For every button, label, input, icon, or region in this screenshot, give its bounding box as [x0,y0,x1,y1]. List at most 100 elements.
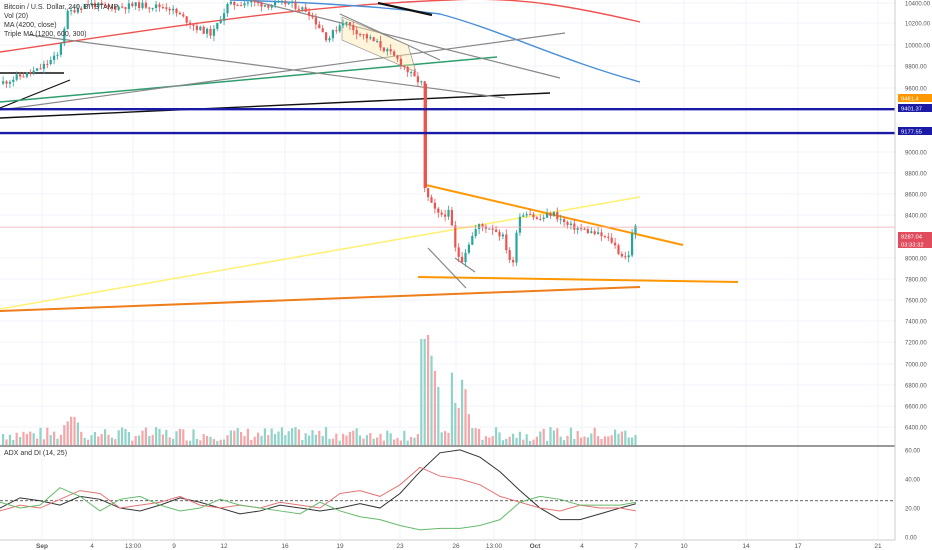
candle-body [620,253,623,257]
candle-body [406,67,409,73]
candle-body [515,232,518,263]
volume-bar [93,431,96,445]
candle-body [498,231,501,237]
volume-bar [70,416,73,445]
volume-bar [117,430,120,445]
candle-body [576,228,579,230]
candle-body [25,72,28,77]
volume-bar [311,430,314,445]
candle-body [127,3,130,9]
candle-body [240,5,243,7]
volume-bar [83,437,86,445]
candle-body [348,22,351,26]
candle-body [365,34,368,39]
candle-body [110,7,113,9]
candle-body [376,41,379,43]
candle-body [8,81,11,84]
candle-body [556,212,559,220]
price-tick-label: 8000.00 [905,257,927,263]
candle-body [267,5,270,8]
candle-body [424,83,427,188]
volume-bar [175,431,178,445]
candle-body [121,6,124,8]
volume-bar [189,440,192,445]
candle-body [362,34,365,36]
ma-indicator-label[interactable]: MA (4200, close) [4,22,57,29]
volume-bar [182,429,185,445]
candle-body [274,1,277,6]
candle-body [138,2,141,9]
volume-bar [355,428,358,445]
volume-bar [423,338,426,445]
candle-body [257,2,260,4]
candle-body [389,49,392,52]
candle-body [614,242,617,246]
candle-body [624,256,627,258]
candle-body [260,2,263,7]
volume-bar [410,437,413,445]
volume-bar [461,379,464,445]
volume-bar [610,435,613,445]
volume-bar [192,429,195,445]
volume-bar [243,435,246,445]
candle-body [535,217,538,219]
price-axis-label-text: 03:33:32 [901,242,924,248]
volume-bar [155,427,158,445]
candle-body [42,63,45,69]
time-tick-label: 17 [794,543,802,550]
candle-body [474,229,477,237]
volume-bar [260,435,263,445]
volume-bar [590,433,593,445]
volume-bar [165,429,168,445]
volume-bar [512,433,515,445]
candle-body [450,210,453,226]
candle-body [491,228,494,230]
volume-bar [569,427,572,445]
volume-bar [5,439,8,445]
horizontal-levels[interactable]: 9461.4 9401.37 9177.55 8287.04 03:33:32 [0,94,932,248]
symbol-title[interactable]: Bitcoin / U.S. Dollar, 240, BITSTAMP [4,4,119,11]
volume-bar [403,430,406,445]
candle-body [420,81,423,83]
vol-indicator-label[interactable]: Vol (20) [4,13,29,20]
candle-body [484,226,487,229]
candle-body [304,7,307,12]
candle-body [563,219,566,222]
price-tick-label: 10000.00 [905,44,931,50]
candle-body [600,232,603,237]
candle-body [104,4,107,6]
candle-body [580,228,583,230]
candle-body [399,58,402,66]
price-tick-label: 10200.00 [905,22,931,28]
candle-body [189,22,192,25]
candle-body [73,10,76,13]
candle-body [603,236,606,238]
adx-indicator-label[interactable]: ADX and DI (14, 25) [4,450,68,457]
volume-bar [270,428,273,445]
price-tick-label: 6400.00 [905,426,927,432]
volume-bar [8,434,11,445]
volume-bar [151,434,154,445]
price-tick-label: 6600.00 [905,405,927,411]
trendline-green [0,56,498,103]
candle-body [573,223,576,230]
volume-bar [223,439,226,445]
volume-bar [413,437,416,445]
volume-bar [501,440,504,445]
volume-bar [277,431,280,445]
time-tick-label: 9 [172,543,176,550]
candle-body [114,7,117,10]
candle-body [253,1,256,3]
candle-body [15,74,18,80]
volume-bar [212,439,215,445]
time-tick-label: 14 [742,543,750,550]
candle-body [83,4,86,9]
candle-body [512,259,515,263]
volume-bar [593,427,596,445]
candle-body [202,26,205,34]
candle-body [522,215,525,217]
candle-body [49,59,52,64]
triple-ma-indicator-label[interactable]: Triple MA (1200, 600, 300) [4,31,87,38]
